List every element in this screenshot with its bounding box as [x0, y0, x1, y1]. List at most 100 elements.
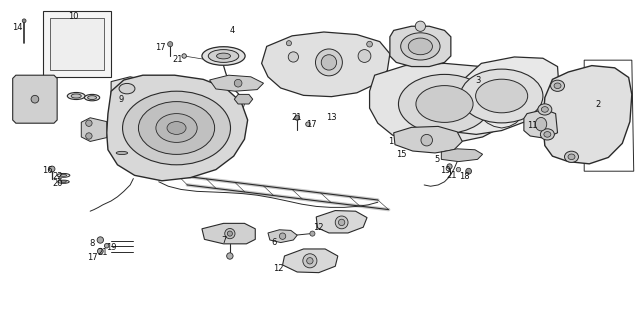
Circle shape	[335, 216, 348, 229]
Ellipse shape	[61, 181, 67, 182]
Polygon shape	[13, 75, 57, 123]
Text: 16: 16	[43, 166, 53, 175]
Ellipse shape	[202, 47, 245, 65]
Polygon shape	[390, 26, 451, 67]
Text: 18: 18	[460, 172, 470, 181]
Circle shape	[295, 115, 300, 120]
Text: 21: 21	[98, 248, 108, 257]
Circle shape	[305, 122, 311, 126]
Circle shape	[421, 134, 432, 146]
Ellipse shape	[476, 79, 528, 113]
Ellipse shape	[568, 154, 575, 160]
Text: 15: 15	[396, 150, 406, 159]
Ellipse shape	[60, 174, 67, 176]
Ellipse shape	[208, 50, 239, 62]
Text: 21: 21	[291, 113, 302, 122]
Polygon shape	[234, 94, 253, 104]
Circle shape	[415, 21, 425, 31]
Circle shape	[310, 231, 315, 236]
Text: 10: 10	[68, 12, 78, 21]
Bar	[50, 18, 104, 70]
Circle shape	[456, 167, 461, 172]
Polygon shape	[268, 230, 297, 243]
Polygon shape	[370, 63, 519, 143]
Ellipse shape	[460, 69, 543, 123]
Ellipse shape	[123, 91, 231, 165]
Polygon shape	[543, 66, 632, 164]
Text: 17: 17	[155, 43, 165, 52]
Circle shape	[358, 50, 371, 62]
Circle shape	[234, 79, 242, 87]
Ellipse shape	[67, 92, 85, 100]
Text: 11: 11	[527, 121, 537, 130]
Circle shape	[465, 168, 472, 174]
Ellipse shape	[156, 114, 197, 142]
Text: 7: 7	[221, 236, 226, 245]
Circle shape	[303, 254, 317, 268]
Polygon shape	[524, 109, 558, 138]
Circle shape	[22, 19, 26, 23]
Polygon shape	[262, 32, 390, 97]
Text: 2: 2	[596, 100, 601, 108]
Circle shape	[447, 164, 452, 169]
Text: 17: 17	[306, 120, 316, 129]
Circle shape	[338, 219, 345, 226]
Ellipse shape	[541, 107, 548, 112]
Circle shape	[182, 54, 187, 58]
Polygon shape	[316, 211, 367, 233]
Circle shape	[86, 120, 92, 126]
Circle shape	[104, 244, 109, 248]
Ellipse shape	[119, 84, 135, 94]
Ellipse shape	[398, 75, 490, 134]
Text: 14: 14	[13, 23, 23, 32]
Circle shape	[97, 237, 104, 243]
Ellipse shape	[551, 80, 565, 92]
Ellipse shape	[565, 151, 578, 163]
Ellipse shape	[538, 104, 552, 115]
Polygon shape	[283, 249, 338, 273]
Text: 17: 17	[87, 253, 97, 262]
Text: 19: 19	[441, 166, 451, 175]
Ellipse shape	[554, 83, 561, 89]
Ellipse shape	[535, 117, 547, 131]
Ellipse shape	[401, 33, 440, 60]
Text: 5: 5	[434, 155, 439, 164]
Circle shape	[227, 231, 232, 236]
Circle shape	[288, 52, 298, 62]
Text: 6: 6	[272, 238, 277, 247]
Ellipse shape	[408, 38, 432, 55]
Polygon shape	[394, 126, 462, 153]
Polygon shape	[443, 57, 559, 134]
Text: 4: 4	[229, 26, 234, 35]
Ellipse shape	[540, 129, 554, 140]
Circle shape	[225, 228, 235, 239]
Polygon shape	[81, 118, 107, 141]
Text: 21: 21	[173, 55, 183, 64]
Ellipse shape	[57, 173, 70, 177]
Circle shape	[168, 42, 173, 47]
Polygon shape	[111, 77, 143, 102]
Ellipse shape	[84, 94, 100, 101]
Polygon shape	[107, 75, 248, 181]
Circle shape	[279, 233, 286, 239]
Ellipse shape	[138, 102, 215, 155]
Ellipse shape	[167, 122, 186, 134]
Circle shape	[307, 258, 313, 264]
Circle shape	[49, 166, 55, 172]
Circle shape	[97, 248, 104, 254]
Ellipse shape	[217, 53, 231, 59]
Circle shape	[321, 55, 337, 70]
Circle shape	[286, 41, 291, 46]
Text: 12: 12	[314, 223, 324, 232]
Text: 3: 3	[475, 76, 480, 85]
Circle shape	[366, 41, 373, 47]
Text: 1: 1	[388, 137, 393, 146]
Text: 20: 20	[52, 179, 62, 188]
Text: 13: 13	[326, 113, 337, 122]
Text: 9: 9	[118, 95, 123, 104]
Polygon shape	[202, 223, 255, 244]
Circle shape	[31, 95, 39, 103]
Ellipse shape	[116, 151, 128, 155]
Ellipse shape	[58, 180, 69, 183]
Ellipse shape	[544, 132, 551, 137]
